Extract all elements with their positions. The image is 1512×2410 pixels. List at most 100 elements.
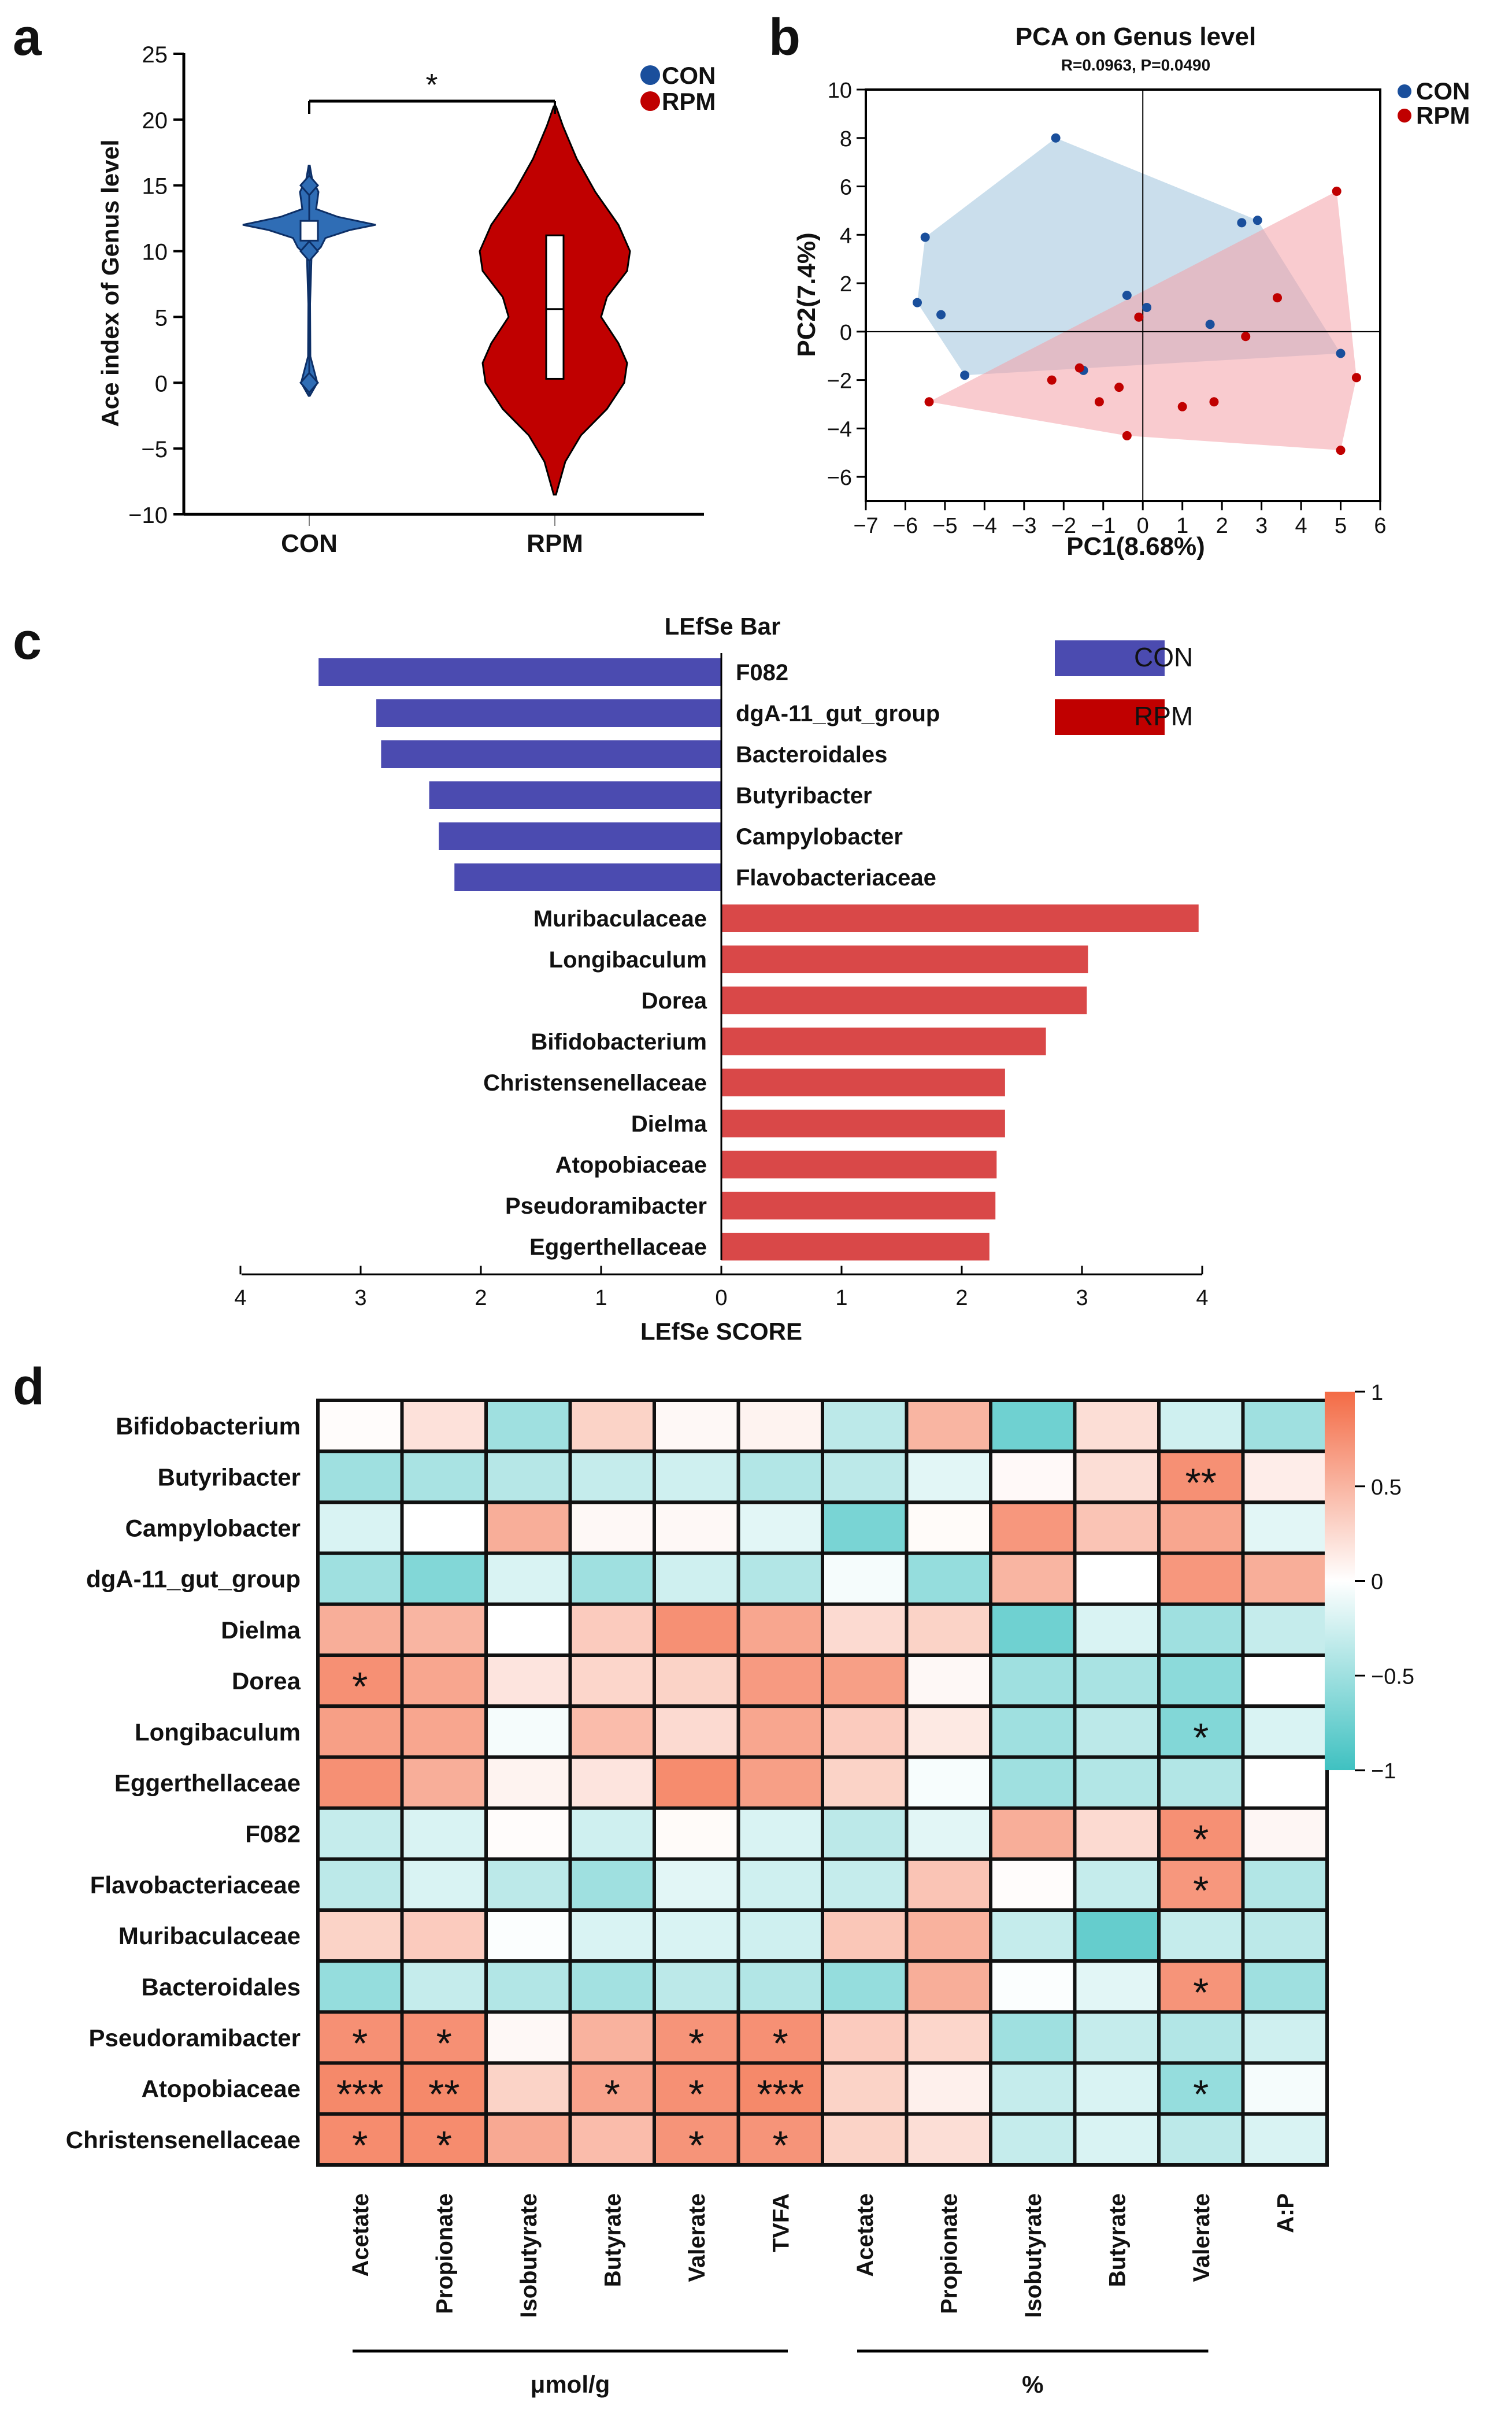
b-y-tick-label: 10 [828,79,852,103]
d-cell [484,2010,572,2065]
c-bar-label: Butyribacter [736,783,872,809]
d-cell [905,2061,992,2116]
d-cell [821,1500,909,1555]
b-y-tick-label: −4 [827,417,852,442]
b-subtitle: R=0.0963, P=0.0490 [1061,56,1210,74]
d-column-label: Propionate [936,2193,962,2314]
b-point-con [1252,216,1262,225]
d-cell [736,1653,824,1708]
b-title: PCA on Genus level [1016,23,1256,51]
d-cell [1073,1653,1161,1708]
d-cell [653,1755,740,1810]
d-cell [989,2010,1077,2065]
b-y-tick-label: 4 [840,224,852,248]
d-cell [821,1602,909,1658]
c-x-axis-title: LEfSe SCORE [640,1318,802,1345]
d-star: * [773,2021,788,2066]
b-x-tick-label: −5 [932,514,957,538]
b-y-tick-label: 2 [840,272,852,296]
d-column-group-label: % [1022,2371,1043,2398]
d-cell [1157,1908,1245,1963]
b-x-tick-label: −2 [1051,514,1076,538]
d-cell [905,1908,992,1963]
d-cell [653,1653,740,1708]
b-point-rpm [1273,293,1282,303]
d-cell [1073,2061,1161,2116]
b-x-tick-label: 0 [1137,514,1149,538]
c-bar-rpm [721,1110,1005,1137]
d-cell [316,2010,404,2065]
b-x-tick-label: 3 [1255,514,1268,538]
panel-label-d: d [13,1358,45,1416]
c-bar-label: Dorea [642,988,707,1014]
d-cell [905,2112,992,2167]
d-cell [400,1959,488,2014]
d-column-label: Butyrate [600,2193,625,2287]
d-cells [316,1399,1329,2167]
d-row-label: Flavobacteriaceae [90,1871,301,1899]
b-y-tick-label: 8 [840,127,852,151]
d-cell [989,1908,1077,1963]
d-star: * [1193,2072,1209,2117]
d-row-label: Dorea [232,1667,301,1695]
c-bar-rpm [721,1233,990,1260]
d-cell [400,1704,488,1759]
d-cell [1073,1551,1161,1606]
c-x-tick-label: 1 [595,1286,607,1310]
c-x-tick-label: 4 [234,1286,246,1310]
b-point-con [1122,291,1132,300]
lefse-chart-c: LEfSe Bar F082 dgA-11_gut_group Bacteroida… [234,613,1208,1345]
d-star: * [688,2072,704,2117]
d-cell [1241,1755,1329,1810]
b-point-rpm [1209,397,1219,407]
c-x-tick-label: 2 [955,1286,968,1310]
d-star: * [1193,1715,1209,1760]
d-cell [568,1449,656,1504]
b-x-axis-title: PC1(8.68%) [1066,532,1205,561]
d-colorbar-tick-label: −0.5 [1371,1664,1414,1689]
c-bar-label: Dielma [631,1111,707,1137]
d-cell [989,1704,1077,1759]
pca-chart-b: PCA on Genus level R=0.0963, P=0.0490 −7… [792,23,1470,561]
d-star: ** [428,2072,459,2117]
d-cell [905,1399,992,1454]
d-cell [1241,2061,1329,2116]
c-legend-swatch-con [1055,640,1165,676]
d-column-label: Valerate [684,2193,710,2282]
d-cell [989,1551,1077,1606]
b-point-con [1237,218,1247,228]
b-point-con [1142,302,1152,312]
d-cell [400,1653,488,1708]
c-bar-rpm [721,904,1199,932]
d-cell [316,1806,404,1861]
c-x-tick-label: 3 [1076,1286,1088,1310]
c-bar-con [376,699,721,727]
d-cell [905,1806,992,1861]
a-outlier-con [299,174,320,196]
d-cell [989,1755,1077,1810]
d-cell [568,1500,656,1555]
b-x-tick-label: −3 [1011,514,1036,538]
d-row-label: Butyribacter [158,1463,301,1491]
a-y-tick-label: 15 [142,174,168,199]
d-cell [1157,2010,1245,2065]
d-cell [736,1500,824,1555]
d-cell [989,1399,1077,1454]
d-cell [400,1602,488,1658]
d-row-label: Bifidobacterium [116,1412,301,1440]
b-y-tick-label: −2 [827,369,852,394]
d-cell [1241,1806,1329,1861]
d-star: * [352,2123,368,2168]
d-cell [316,1857,404,1912]
b-y-ticks: 10 8 6 4 2 0 −2 −4 −6 [827,79,866,490]
a-x-tick-label: RPM [527,529,583,558]
b-y-tick-label: 0 [840,321,852,345]
d-column-label: Butyrate [1105,2193,1130,2287]
d-cell [400,1399,488,1454]
d-cell [568,1908,656,1963]
c-bar-con [318,658,721,686]
d-cell [400,1908,488,1963]
b-y-tick-label: −6 [827,466,852,490]
b-x-tick-label: −1 [1091,514,1116,538]
